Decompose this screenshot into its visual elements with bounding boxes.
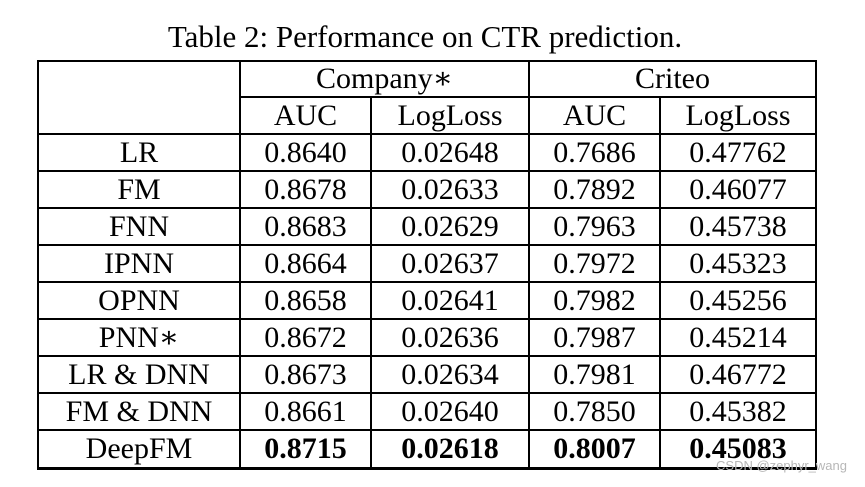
criteo-auc-cell: 0.7850: [528, 392, 661, 431]
criteo-auc-cell: 0.7987: [528, 318, 661, 357]
criteo-auc-cell: 0.7892: [528, 170, 661, 209]
header-row-groups: Company∗ Criteo: [37, 60, 817, 135]
company-auc-cell: 0.8683: [239, 207, 372, 246]
criteo-auc-cell: 0.7686: [528, 133, 661, 172]
company-auc-cell: 0.8661: [239, 392, 372, 431]
company-logloss-cell: 0.02637: [370, 244, 530, 283]
table-row: LR 0.8640 0.02648 0.7686 0.47762: [37, 133, 817, 172]
criteo-logloss-cell: 0.45083: [659, 429, 817, 470]
company-logloss-cell: 0.02636: [370, 318, 530, 357]
header-company-logloss: LogLoss: [370, 96, 530, 135]
model-cell: DeepFM: [37, 429, 241, 470]
company-logloss-cell: 0.02634: [370, 355, 530, 394]
criteo-logloss-cell: 0.45256: [659, 281, 817, 320]
criteo-auc-cell: 0.7972: [528, 244, 661, 283]
header-group-criteo: Criteo: [528, 60, 817, 98]
company-logloss-cell: 0.02641: [370, 281, 530, 320]
company-logloss-cell: 0.02648: [370, 133, 530, 172]
criteo-logloss-cell: 0.45382: [659, 392, 817, 431]
table-row: OPNN 0.8658 0.02641 0.7982 0.45256: [37, 281, 817, 320]
model-cell: FNN: [37, 207, 241, 246]
criteo-logloss-cell: 0.45214: [659, 318, 817, 357]
model-cell: IPNN: [37, 244, 241, 283]
table-row: FM 0.8678 0.02633 0.7892 0.46077: [37, 170, 817, 209]
company-logloss-cell: 0.02640: [370, 392, 530, 431]
company-auc-cell: 0.8672: [239, 318, 372, 357]
header-company-auc: AUC: [239, 96, 372, 135]
criteo-auc-cell: 0.7963: [528, 207, 661, 246]
table-row: FNN 0.8683 0.02629 0.7963 0.45738: [37, 207, 817, 246]
criteo-logloss-cell: 0.45738: [659, 207, 817, 246]
criteo-auc-cell: 0.7981: [528, 355, 661, 394]
table-row: LR & DNN 0.8673 0.02634 0.7981 0.46772: [37, 355, 817, 394]
table-row: DeepFM 0.8715 0.02618 0.8007 0.45083: [37, 429, 817, 470]
criteo-auc-cell: 0.8007: [528, 429, 661, 470]
table-row: IPNN 0.8664 0.02637 0.7972 0.45323: [37, 244, 817, 283]
header-model-cell: [37, 60, 241, 135]
company-auc-cell: 0.8715: [239, 429, 372, 470]
company-logloss-cell: 0.02618: [370, 429, 530, 470]
header-group-company: Company∗: [239, 60, 530, 98]
company-auc-cell: 0.8673: [239, 355, 372, 394]
model-cell: LR: [37, 133, 241, 172]
company-logloss-cell: 0.02633: [370, 170, 530, 209]
model-cell: PNN∗: [37, 318, 241, 357]
criteo-auc-cell: 0.7982: [528, 281, 661, 320]
table-body: LR 0.8640 0.02648 0.7686 0.47762 FM 0.8678 0.02…: [37, 133, 817, 470]
header-criteo-auc: AUC: [528, 96, 661, 135]
criteo-logloss-cell: 0.47762: [659, 133, 817, 172]
table-row: PNN∗ 0.8672 0.02636 0.7987 0.45214: [37, 318, 817, 357]
criteo-logloss-cell: 0.45323: [659, 244, 817, 283]
model-cell: FM & DNN: [37, 392, 241, 431]
results-table: Company∗ Criteo AUC LogLoss AUC LogLoss …: [37, 60, 817, 470]
company-logloss-cell: 0.02629: [370, 207, 530, 246]
table-caption: Table 2: Performance on CTR prediction.: [167, 19, 683, 54]
header-criteo-logloss: LogLoss: [659, 96, 817, 135]
criteo-logloss-cell: 0.46772: [659, 355, 817, 394]
company-auc-cell: 0.8658: [239, 281, 372, 320]
model-cell: FM: [37, 170, 241, 209]
header-row-metrics: AUC LogLoss AUC LogLoss: [38, 96, 817, 135]
company-auc-cell: 0.8664: [239, 244, 372, 283]
criteo-logloss-cell: 0.46077: [659, 170, 817, 209]
company-auc-cell: 0.8640: [239, 133, 372, 172]
company-auc-cell: 0.8678: [239, 170, 372, 209]
model-cell: OPNN: [37, 281, 241, 320]
model-cell: LR & DNN: [37, 355, 241, 394]
table-row: FM & DNN 0.8661 0.02640 0.7850 0.45382: [37, 392, 817, 431]
watermark: CSDN @zephyr_wang: [716, 458, 847, 473]
